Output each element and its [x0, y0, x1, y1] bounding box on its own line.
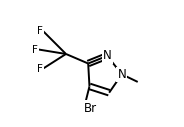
Text: N: N: [103, 49, 112, 62]
Text: F: F: [37, 64, 43, 74]
Text: F: F: [32, 45, 38, 54]
Text: N: N: [117, 68, 126, 81]
Text: Br: Br: [84, 102, 97, 115]
Text: F: F: [37, 26, 43, 36]
